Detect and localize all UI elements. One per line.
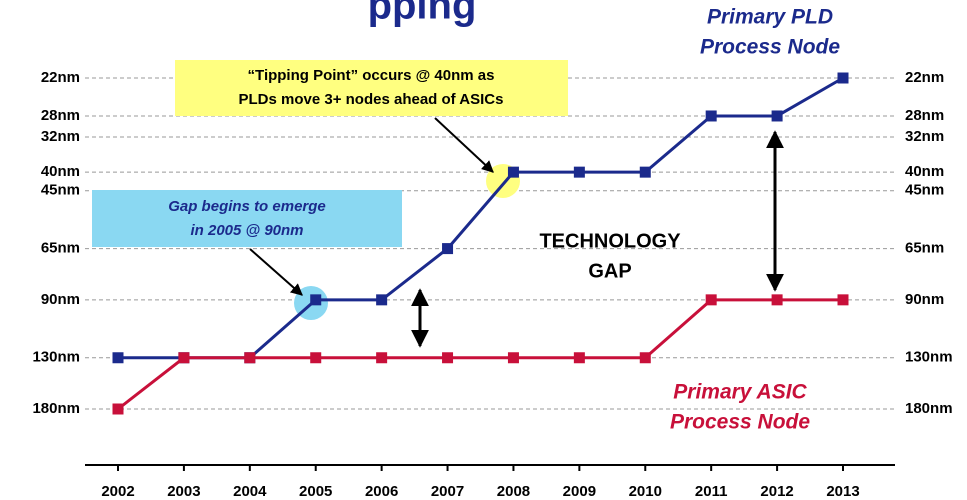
y2-tick-label: 65nm <box>905 240 944 257</box>
annotation: GAP <box>588 260 631 282</box>
point <box>178 352 190 364</box>
annotation: PLDs move 3+ nodes ahead of ASICs <box>239 91 504 108</box>
annotation: “Tipping Point” occurs @ 40nm as <box>248 67 495 84</box>
legend-label: Primary ASIC <box>673 381 807 404</box>
x-tick-label: 2009 <box>563 483 596 500</box>
point <box>112 352 124 364</box>
x-tick-label: 2012 <box>760 483 793 500</box>
y-tick-label: 180nm <box>32 400 80 417</box>
x-tick-label: 2003 <box>167 483 200 500</box>
y-tick-label: 45nm <box>41 182 80 199</box>
y2-tick-label: 130nm <box>905 349 953 366</box>
arrow <box>434 117 494 173</box>
annotation: in 2005 @ 90nm <box>190 222 303 239</box>
point <box>639 352 651 364</box>
x-tick-label: 2013 <box>826 483 859 500</box>
y-tick-label: 90nm <box>41 291 80 308</box>
point <box>442 352 454 364</box>
series-line <box>117 298 843 411</box>
x-tick-label: 2005 <box>299 483 332 500</box>
point <box>771 294 783 306</box>
y2-tick-label: 90nm <box>905 291 944 308</box>
y-tick-label: 32nm <box>41 128 80 145</box>
point <box>573 166 585 178</box>
tipping-box <box>175 60 568 116</box>
x-tick-label: 2008 <box>497 483 530 500</box>
point <box>705 110 717 122</box>
y2-tick-label: 22nm <box>905 69 944 86</box>
y-tick-label: 22nm <box>41 69 80 86</box>
x-tick-label: 2011 <box>695 483 728 500</box>
chart-title: pping <box>368 0 477 28</box>
annotation: TECHNOLOGY <box>539 230 681 252</box>
point <box>376 294 388 306</box>
point <box>507 166 519 178</box>
y2-tick-label: 180nm <box>905 400 953 417</box>
x-tick-label: 2010 <box>629 483 662 500</box>
x-tick-label: 2007 <box>431 483 464 500</box>
point <box>244 352 256 364</box>
y-tick-label: 130nm <box>32 349 80 366</box>
point <box>837 294 849 306</box>
y-tick-label: 40nm <box>41 163 80 180</box>
legend-label: Process Node <box>670 411 810 434</box>
point <box>310 294 322 306</box>
legend-label: Primary PLD <box>707 6 833 29</box>
y2-tick-label: 28nm <box>905 107 944 124</box>
point <box>705 294 717 306</box>
y2-tick-label: 45nm <box>905 182 944 199</box>
point <box>376 352 388 364</box>
point <box>442 243 454 255</box>
legend-label: Process Node <box>700 36 840 59</box>
x-tick-label: 2002 <box>101 483 134 500</box>
y2-tick-label: 40nm <box>905 163 944 180</box>
point <box>639 166 651 178</box>
point <box>310 352 322 364</box>
point <box>837 72 849 84</box>
point <box>573 352 585 364</box>
annotation: Gap begins to emerge <box>168 198 326 215</box>
y-tick-label: 28nm <box>41 107 80 124</box>
gap-box <box>92 190 402 247</box>
x-tick-label: 2006 <box>365 483 398 500</box>
y-tick-label: 65nm <box>41 240 80 257</box>
arrow <box>249 248 303 296</box>
point <box>771 110 783 122</box>
point <box>112 403 124 415</box>
y2-tick-label: 32nm <box>905 128 944 145</box>
point <box>507 352 519 364</box>
x-tick-label: 2004 <box>233 483 267 500</box>
